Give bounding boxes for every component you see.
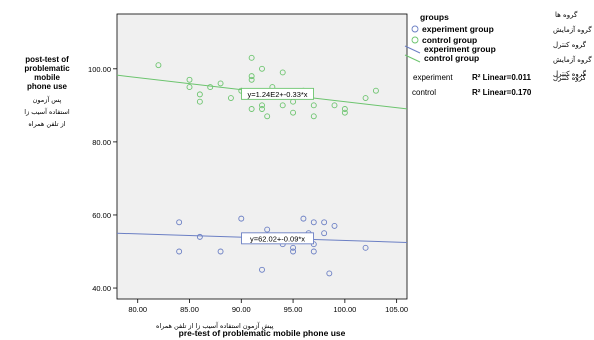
y-tick-label: 60.00 bbox=[92, 211, 111, 220]
y-tick-label: 40.00 bbox=[92, 284, 111, 293]
data-point bbox=[331, 222, 338, 229]
data-point bbox=[372, 87, 379, 94]
data-point bbox=[321, 230, 328, 237]
data-point bbox=[290, 248, 297, 255]
data-point bbox=[217, 80, 224, 87]
data-point bbox=[362, 244, 369, 251]
data-point bbox=[331, 102, 338, 109]
data-point bbox=[259, 102, 265, 109]
data-point bbox=[238, 215, 245, 222]
x-tick-label: 95.00 bbox=[284, 305, 303, 314]
legend-title-fa: گروه ها bbox=[555, 10, 578, 19]
fit-label-box bbox=[241, 232, 314, 245]
x-tick-label: 90.00 bbox=[232, 305, 251, 314]
data-point bbox=[176, 248, 183, 255]
legend-marker bbox=[411, 25, 419, 33]
data-point bbox=[300, 215, 307, 222]
data-point bbox=[310, 113, 317, 120]
data-point bbox=[264, 226, 271, 233]
data-point bbox=[176, 219, 183, 226]
legend-entry-label-fa: گروه آزمایش bbox=[553, 55, 592, 64]
legend: groups گروه ها experiment group گروه آزمایش… bbox=[404, 10, 592, 97]
y-axis-label-fa-line: از تلفن همراه bbox=[28, 120, 65, 128]
data-point bbox=[310, 248, 317, 255]
y-axis-label-fa-line: استفاده آسیب زا bbox=[24, 107, 70, 116]
y-axis-label-fa-line: پس آزمون bbox=[33, 95, 62, 104]
data-point bbox=[227, 95, 234, 101]
legend-r2-group: experiment bbox=[413, 73, 453, 82]
x-tick-label: 85.00 bbox=[180, 305, 199, 314]
legend-entry-label-fa: گروه آزمایش bbox=[553, 25, 592, 34]
legend-entry-label: experiment group bbox=[422, 24, 494, 34]
legend-entry-label-fa: گروه کنترل bbox=[553, 69, 587, 78]
y-tick-label: 80.00 bbox=[92, 138, 111, 147]
legend-entry-label: control group bbox=[422, 35, 477, 45]
data-point bbox=[279, 69, 286, 76]
data-point bbox=[341, 109, 348, 116]
data-point bbox=[196, 233, 203, 240]
x-tick-label: 105.00 bbox=[385, 305, 408, 314]
legend-entry-label-fa: گروه کنترل bbox=[553, 40, 587, 49]
data-point bbox=[186, 76, 193, 83]
data-point bbox=[310, 102, 317, 109]
y-axis-label-line: mobile bbox=[34, 73, 60, 82]
data-point bbox=[155, 62, 162, 69]
legend-r2-value: R² Linear=0.011 bbox=[472, 73, 531, 82]
x-axis-label: pre-test of problematic mobile phone use bbox=[179, 328, 346, 338]
legend-entry-label: experiment group bbox=[424, 44, 496, 54]
data-point bbox=[259, 266, 265, 273]
data-point bbox=[217, 248, 224, 255]
fit-label: y=1.24E2+-0.33*x bbox=[248, 90, 308, 99]
fit-labels: y=62.02+-0.09*x y=1.24E2+-0.33*x bbox=[241, 87, 314, 245]
data-point bbox=[248, 73, 255, 80]
data-point bbox=[341, 106, 348, 112]
x-tick-label: 80.00 bbox=[128, 305, 147, 314]
data-point bbox=[290, 244, 297, 251]
y-axis-label-line: phone use bbox=[27, 82, 68, 91]
data-point bbox=[248, 106, 255, 112]
data-point bbox=[259, 65, 265, 72]
fit-label: y=62.02+-0.09*x bbox=[250, 234, 305, 243]
legend-r2-label-fa: گروه کنترل bbox=[553, 73, 587, 82]
fit-label-box bbox=[241, 87, 314, 100]
data-point bbox=[290, 109, 297, 116]
data-point bbox=[310, 219, 317, 226]
legend-r2-value: R² Linear=0.170 bbox=[472, 88, 532, 97]
legend-r2-group: control bbox=[412, 88, 436, 97]
data-point bbox=[196, 98, 203, 105]
data-point bbox=[259, 106, 265, 112]
data-point bbox=[264, 113, 271, 120]
x-axis-label-fa: پیش آزمون استفاده آسیب زا از تلفن همراه bbox=[156, 321, 274, 330]
data-point bbox=[248, 54, 255, 61]
axis-ticks: 80.00 85.00 90.00 95.00 100.00 105.00 40.00 60.… bbox=[88, 65, 408, 314]
y-axis-label-line: post-test of bbox=[25, 55, 69, 64]
data-point bbox=[207, 84, 214, 91]
data-point bbox=[248, 76, 255, 83]
data-point bbox=[186, 84, 193, 91]
y-axis-label-line: problematic bbox=[24, 64, 70, 73]
legend-line bbox=[404, 45, 421, 54]
plot-area bbox=[116, 13, 408, 300]
x-tick-label: 100.00 bbox=[333, 305, 356, 314]
data-point bbox=[326, 270, 333, 277]
legend-marker bbox=[411, 36, 419, 44]
legend-entry-label: control group bbox=[424, 53, 479, 63]
legend-line bbox=[404, 54, 421, 63]
data-point bbox=[321, 219, 328, 226]
data-point bbox=[279, 102, 286, 109]
y-tick-label: 100.00 bbox=[88, 65, 111, 74]
data-point bbox=[362, 95, 369, 101]
legend-title: groups bbox=[420, 12, 449, 22]
data-point bbox=[196, 91, 203, 98]
